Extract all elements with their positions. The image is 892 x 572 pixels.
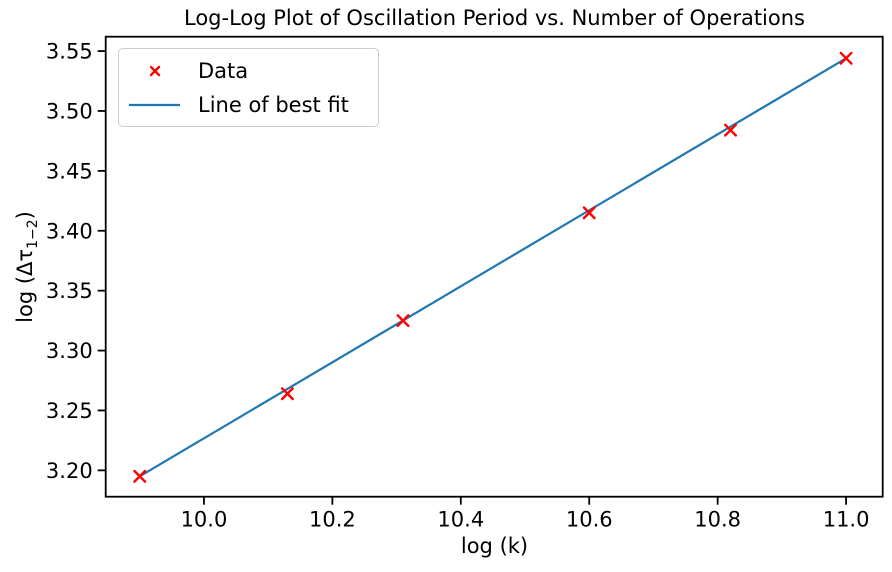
legend: Data Line of best fit <box>118 48 379 127</box>
data-point-marker <box>396 314 410 328</box>
data-point-marker <box>724 123 738 137</box>
legend-label-data: Data <box>198 59 249 83</box>
legend-item-data: Data <box>129 54 378 88</box>
plot-frame <box>104 35 884 498</box>
y-axis-label-subscript: 1−2 <box>25 219 42 249</box>
x-axis-tick-label: 10.4 <box>437 508 484 532</box>
y-axis-tick-label: 3.25 <box>46 399 93 423</box>
chart-title: Log-Log Plot of Oscillation Period vs. N… <box>183 6 805 30</box>
y-axis-tick-label: 3.35 <box>46 279 93 303</box>
data-point-marker <box>839 51 853 65</box>
data-point-marker <box>582 206 596 220</box>
data-point-marker <box>280 387 294 401</box>
data-x-marker-icon <box>129 63 180 79</box>
data-point-marker <box>133 469 147 483</box>
y-axis-tick-label: 3.30 <box>46 339 93 363</box>
legend-label-best-fit: Line of best fit <box>198 93 349 117</box>
x-axis-tick-label: 11.0 <box>823 508 870 532</box>
y-axis-tick-label: 3.20 <box>46 459 93 483</box>
y-axis-tick-label: 3.55 <box>46 40 93 64</box>
x-axis-tick-label: 10.6 <box>566 508 613 532</box>
y-axis-label: log (Δτ1−2) <box>13 211 41 323</box>
y-axis-tick-label: 3.40 <box>46 219 93 243</box>
y-axis-tick-label: 3.45 <box>46 159 93 183</box>
y-axis-label-suffix: ) <box>12 211 37 220</box>
y-axis-label-prefix: log (Δτ <box>12 248 37 323</box>
y-axis-tick-label: 3.50 <box>46 99 93 123</box>
x-axis-tick-label: 10.2 <box>309 508 356 532</box>
x-axis-tick-label: 10.8 <box>694 508 741 532</box>
x-axis-label: log (k) <box>460 534 529 558</box>
legend-item-best-fit: Line of best fit <box>129 88 378 122</box>
best-fit-line-icon <box>129 102 180 108</box>
x-axis-tick-label: 10.0 <box>181 508 228 532</box>
